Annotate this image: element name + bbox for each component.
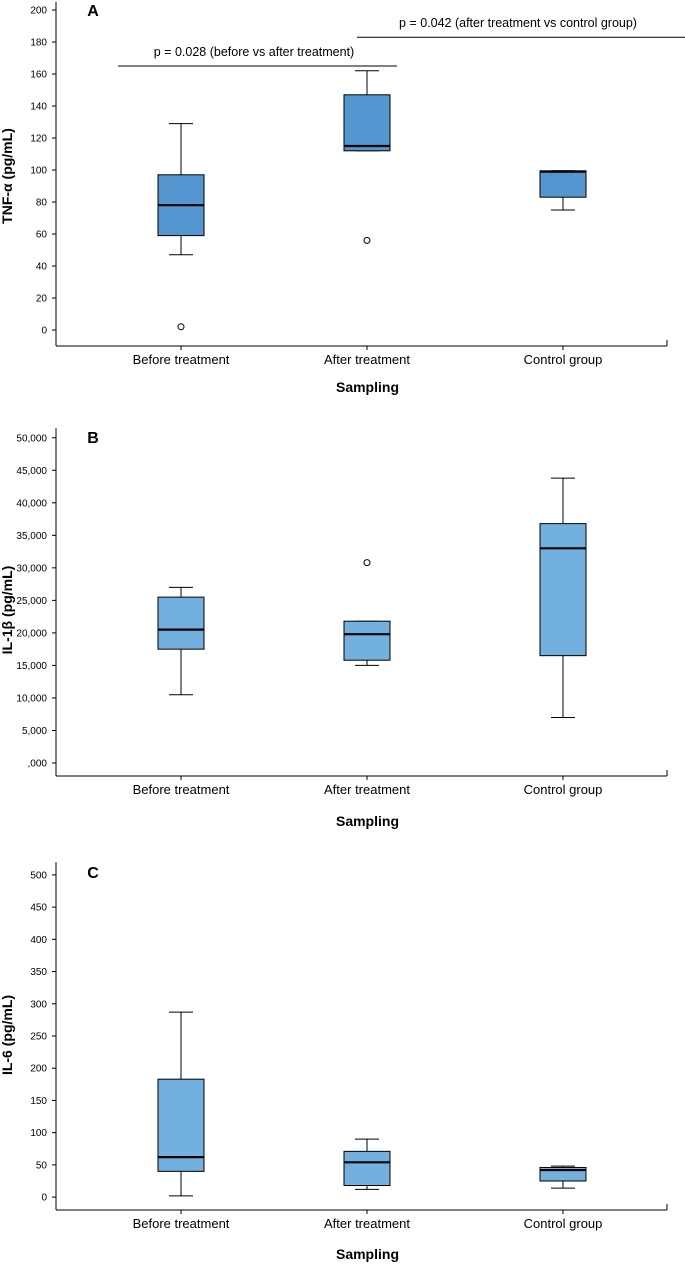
y-tick-label: 200 <box>30 6 47 17</box>
iqr-box <box>539 170 587 198</box>
y-tick-label: 300 <box>30 999 47 1010</box>
y-tick-label: 50,000 <box>16 433 47 444</box>
x-tick-label: Before treatment <box>133 352 230 367</box>
y-tick-label: 100 <box>30 166 47 177</box>
box-3 <box>539 477 587 718</box>
y-tick-label: 350 <box>30 967 47 978</box>
y-axis-title: IL-1β (pg/mL) <box>0 566 15 655</box>
box-2 <box>343 70 391 244</box>
box-1 <box>157 123 205 331</box>
x-tick-label: Before treatment <box>133 782 230 797</box>
y-tick-label: 60 <box>36 230 48 241</box>
y-tick-label: 140 <box>30 102 47 113</box>
y-tick-label: 35,000 <box>16 531 47 542</box>
y-tick-label: 20,000 <box>16 628 47 639</box>
y-tick-label: 450 <box>30 903 47 914</box>
box-3 <box>539 1165 587 1189</box>
iqr-box <box>539 523 587 657</box>
panel-label: B <box>87 430 99 447</box>
x-tick-label: After treatment <box>324 782 410 797</box>
y-tick-label: 45,000 <box>16 466 47 477</box>
box-3 <box>539 170 587 211</box>
y-tick-label: 15,000 <box>16 661 47 672</box>
significance-label: p = 0.042 (after treatment vs control gr… <box>399 16 637 30</box>
panel-c: 0 50 100 150 200 250 300 350 400 450 500 Before tre… <box>0 862 668 1262</box>
x-tick-label: Before treatment <box>133 1216 230 1231</box>
iqr-box <box>157 596 205 650</box>
box-2 <box>343 1138 391 1190</box>
x-tick-label: Control group <box>524 782 603 797</box>
y-tick-label: 10,000 <box>16 693 47 704</box>
y-tick-label: 50 <box>36 1160 48 1171</box>
y-tick-label: 150 <box>30 1096 47 1107</box>
iqr-box <box>157 1078 205 1172</box>
box-2 <box>343 559 391 666</box>
panel-label: C <box>87 865 99 882</box>
panel-label: A <box>87 3 99 20</box>
outlier-point <box>177 323 185 331</box>
y-axis-title: IL-6 (pg/mL) <box>0 995 15 1075</box>
outlier-point <box>363 559 371 567</box>
outlier-point <box>363 236 371 244</box>
y-tick-label: 180 <box>30 38 47 49</box>
y-tick-label: 200 <box>30 1064 47 1075</box>
panel-b: ,000 5,000 10,000 15,000 20,000 25,000 30,000 3… <box>0 428 668 829</box>
y-tick-label: 400 <box>30 935 47 946</box>
y-tick-label: 30,000 <box>16 563 47 574</box>
x-axis-title: Sampling <box>336 1246 399 1262</box>
y-tick-label: 0 <box>41 1193 47 1204</box>
x-tick-label: Control group <box>524 1216 603 1231</box>
y-tick-label: 5,000 <box>22 726 47 737</box>
y-tick-label: 100 <box>30 1128 47 1139</box>
y-tick-label: 250 <box>30 1032 47 1043</box>
iqr-box <box>343 1150 391 1187</box>
y-tick-label: 0 <box>41 326 47 337</box>
y-tick-label: ,000 <box>28 758 48 769</box>
y-tick-label: 500 <box>30 870 47 881</box>
x-tick-label: Control group <box>524 352 603 367</box>
x-tick-label: After treatment <box>324 1216 410 1231</box>
y-tick-label: 40 <box>36 262 48 273</box>
box-1 <box>157 586 205 696</box>
y-tick-label: 25,000 <box>16 596 47 607</box>
significance-label: p = 0.028 (before vs after treatment) <box>154 45 354 59</box>
y-tick-label: 20 <box>36 294 48 305</box>
y-tick-label: 40,000 <box>16 498 47 509</box>
y-tick-label: 160 <box>30 70 47 81</box>
y-tick-label: 80 <box>36 198 48 209</box>
y-axis-title: TNF-α (pg/mL) <box>0 128 15 224</box>
iqr-box <box>343 620 391 661</box>
x-axis-title: Sampling <box>336 813 399 829</box>
x-axis-title: Sampling <box>336 379 399 395</box>
x-tick-label: After treatment <box>324 352 410 367</box>
iqr-box <box>343 94 391 152</box>
panel-a: 0 20 40 60 80 100 120 140 160 180 200 Before treatm… <box>0 2 685 395</box>
box-1 <box>157 1011 205 1197</box>
y-tick-label: 120 <box>30 134 47 145</box>
